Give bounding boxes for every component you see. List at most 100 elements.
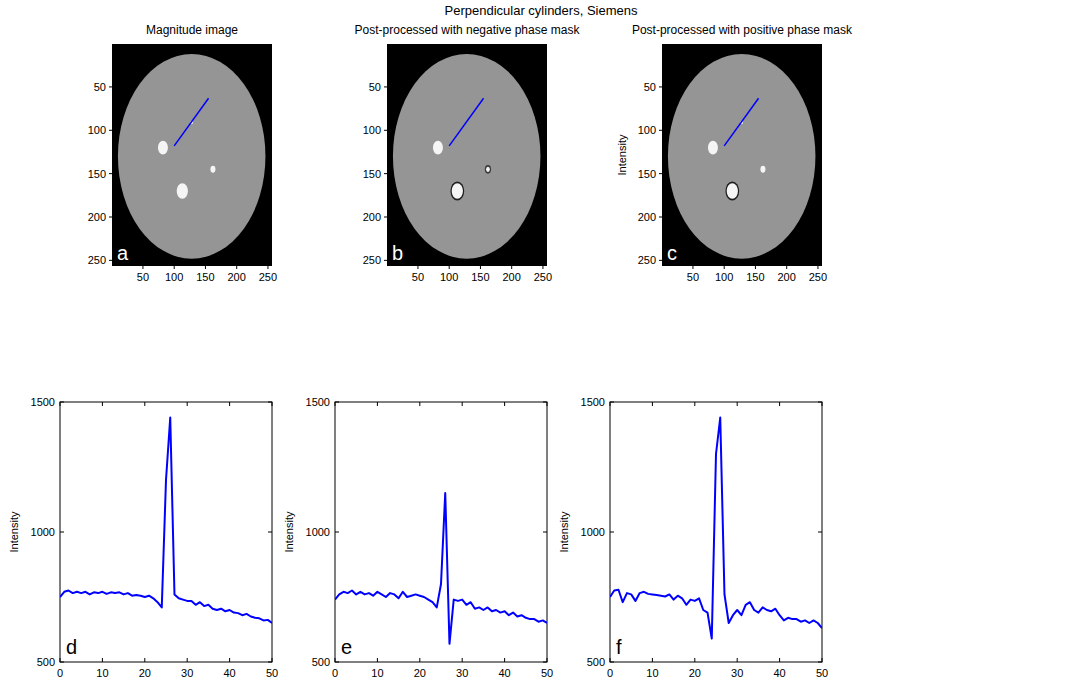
x-tick bbox=[187, 402, 188, 406]
x-tick bbox=[335, 658, 336, 662]
phantom-object bbox=[708, 141, 718, 155]
x-tick bbox=[144, 658, 145, 662]
x-tick-label: 50 bbox=[541, 667, 553, 679]
y-tick-label: 1500 bbox=[306, 396, 330, 408]
panel-label: d bbox=[66, 636, 77, 658]
x-tick-label: 30 bbox=[731, 667, 743, 679]
y-tick-label: 150 bbox=[88, 168, 106, 180]
phantom-object bbox=[433, 141, 443, 155]
y-tick bbox=[659, 130, 662, 131]
panel-label: b bbox=[392, 242, 403, 264]
y-tick bbox=[818, 402, 822, 403]
panel-label: f bbox=[616, 636, 622, 658]
x-tick bbox=[737, 658, 738, 662]
profile-line bbox=[174, 98, 208, 146]
x-tick-label: 50 bbox=[137, 271, 149, 283]
y-tick-label: 150 bbox=[363, 168, 381, 180]
x-tick bbox=[755, 266, 756, 269]
y-tick bbox=[335, 532, 339, 533]
y-tick bbox=[60, 662, 64, 663]
x-tick bbox=[652, 402, 653, 406]
profile-curve bbox=[610, 418, 822, 639]
x-tick bbox=[692, 266, 693, 269]
panel-title: Magnitude image bbox=[146, 23, 238, 37]
panel-label: e bbox=[341, 636, 352, 658]
phantom-object bbox=[668, 54, 816, 259]
image-background bbox=[387, 44, 547, 266]
x-tick bbox=[419, 402, 420, 406]
y-tick bbox=[384, 86, 387, 87]
x-tick bbox=[786, 266, 787, 269]
x-tick-label: 100 bbox=[165, 271, 183, 283]
y-tick bbox=[109, 217, 112, 218]
plot-area bbox=[335, 493, 547, 644]
x-tick-label: 10 bbox=[371, 667, 383, 679]
phantom-object bbox=[210, 166, 215, 173]
x-tick-label: 200 bbox=[503, 271, 521, 283]
plot-frame bbox=[335, 402, 547, 662]
panel-label: a bbox=[117, 242, 129, 264]
y-tick-label: 1000 bbox=[581, 526, 605, 538]
y-tick bbox=[610, 662, 614, 663]
phantom-object bbox=[177, 183, 188, 199]
x-tick bbox=[822, 658, 823, 662]
phantom-object bbox=[158, 141, 168, 155]
x-tick-label: 50 bbox=[266, 667, 278, 679]
y-tick-label: 250 bbox=[363, 254, 381, 266]
x-tick bbox=[610, 402, 611, 406]
image-area bbox=[112, 44, 272, 266]
y-axis-title: Intensity bbox=[616, 134, 628, 175]
y-tick bbox=[818, 662, 822, 663]
y-tick-label: 1000 bbox=[306, 526, 330, 538]
x-tick bbox=[610, 658, 611, 662]
y-tick bbox=[268, 402, 272, 403]
x-tick bbox=[102, 402, 103, 406]
x-tick bbox=[187, 658, 188, 662]
x-tick bbox=[504, 402, 505, 406]
y-tick bbox=[384, 130, 387, 131]
x-tick-label: 250 bbox=[809, 271, 827, 283]
x-tick-label: 40 bbox=[773, 667, 785, 679]
y-tick-label: 50 bbox=[94, 81, 106, 93]
x-tick bbox=[504, 658, 505, 662]
y-tick-label: 500 bbox=[37, 656, 55, 668]
panel-label: c bbox=[667, 242, 677, 264]
x-tick bbox=[417, 266, 418, 269]
profile-line bbox=[724, 98, 758, 146]
panel-title: Post-processed with negative phase mask bbox=[355, 23, 581, 37]
x-tick bbox=[60, 402, 61, 406]
x-tick-label: 40 bbox=[498, 667, 510, 679]
x-tick-label: 150 bbox=[196, 271, 214, 283]
y-axis-title: Intensity bbox=[8, 511, 20, 552]
x-tick bbox=[547, 402, 548, 406]
y-tick-label: 500 bbox=[312, 656, 330, 668]
figure-title: Perpendicular cylinders, Siemens bbox=[445, 3, 638, 18]
y-tick-label: 200 bbox=[88, 211, 106, 223]
profile-curve bbox=[60, 418, 272, 623]
x-tick-label: 30 bbox=[181, 667, 193, 679]
y-axis-title: Intensity bbox=[558, 511, 570, 552]
y-tick bbox=[543, 402, 547, 403]
phantom-object bbox=[450, 181, 464, 200]
x-tick-label: 0 bbox=[332, 667, 338, 679]
phantom-object bbox=[393, 54, 541, 259]
x-tick-label: 10 bbox=[646, 667, 658, 679]
y-tick-label: 50 bbox=[369, 81, 381, 93]
plot-area bbox=[60, 418, 272, 623]
y-tick-label: 150 bbox=[638, 168, 656, 180]
x-tick-label: 150 bbox=[471, 271, 489, 283]
x-tick bbox=[542, 266, 543, 269]
x-tick bbox=[817, 266, 818, 269]
x-tick bbox=[724, 266, 725, 269]
image-area bbox=[387, 44, 547, 266]
y-tick bbox=[60, 402, 64, 403]
x-tick-label: 100 bbox=[715, 271, 733, 283]
y-tick-label: 1500 bbox=[581, 396, 605, 408]
y-tick-label: 100 bbox=[638, 124, 656, 136]
phantom-object bbox=[725, 181, 739, 200]
x-tick-label: 20 bbox=[414, 667, 426, 679]
x-tick-label: 200 bbox=[778, 271, 796, 283]
image-background bbox=[112, 44, 272, 266]
x-tick bbox=[779, 658, 780, 662]
x-tick bbox=[272, 402, 273, 406]
